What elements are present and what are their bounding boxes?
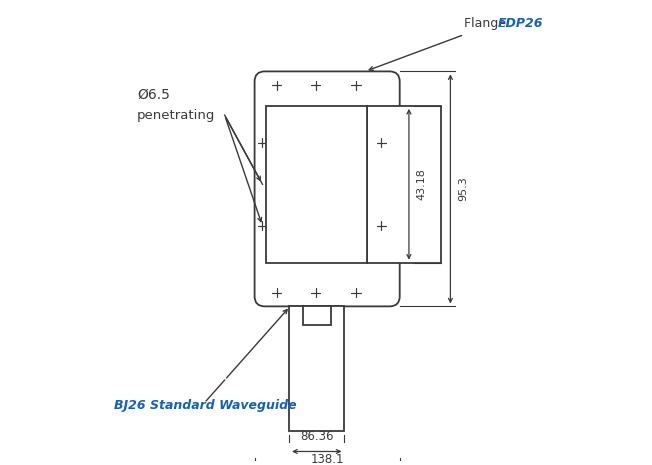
- Bar: [368, 106, 441, 263]
- Text: Ø6.5: Ø6.5: [137, 87, 170, 101]
- Text: BJ26 Standard Waveguide: BJ26 Standard Waveguide: [114, 399, 297, 412]
- Text: 138.1: 138.1: [310, 453, 344, 465]
- FancyBboxPatch shape: [254, 72, 400, 306]
- Bar: [289, 306, 344, 431]
- Text: FDP26: FDP26: [498, 17, 543, 30]
- Text: 95.3: 95.3: [458, 177, 467, 201]
- Text: Flange:: Flange:: [464, 17, 514, 30]
- Bar: [303, 306, 331, 325]
- Text: 43.18: 43.18: [416, 168, 426, 200]
- Text: 86.36: 86.36: [300, 430, 334, 443]
- Text: penetrating: penetrating: [137, 109, 216, 122]
- Bar: [266, 106, 368, 263]
